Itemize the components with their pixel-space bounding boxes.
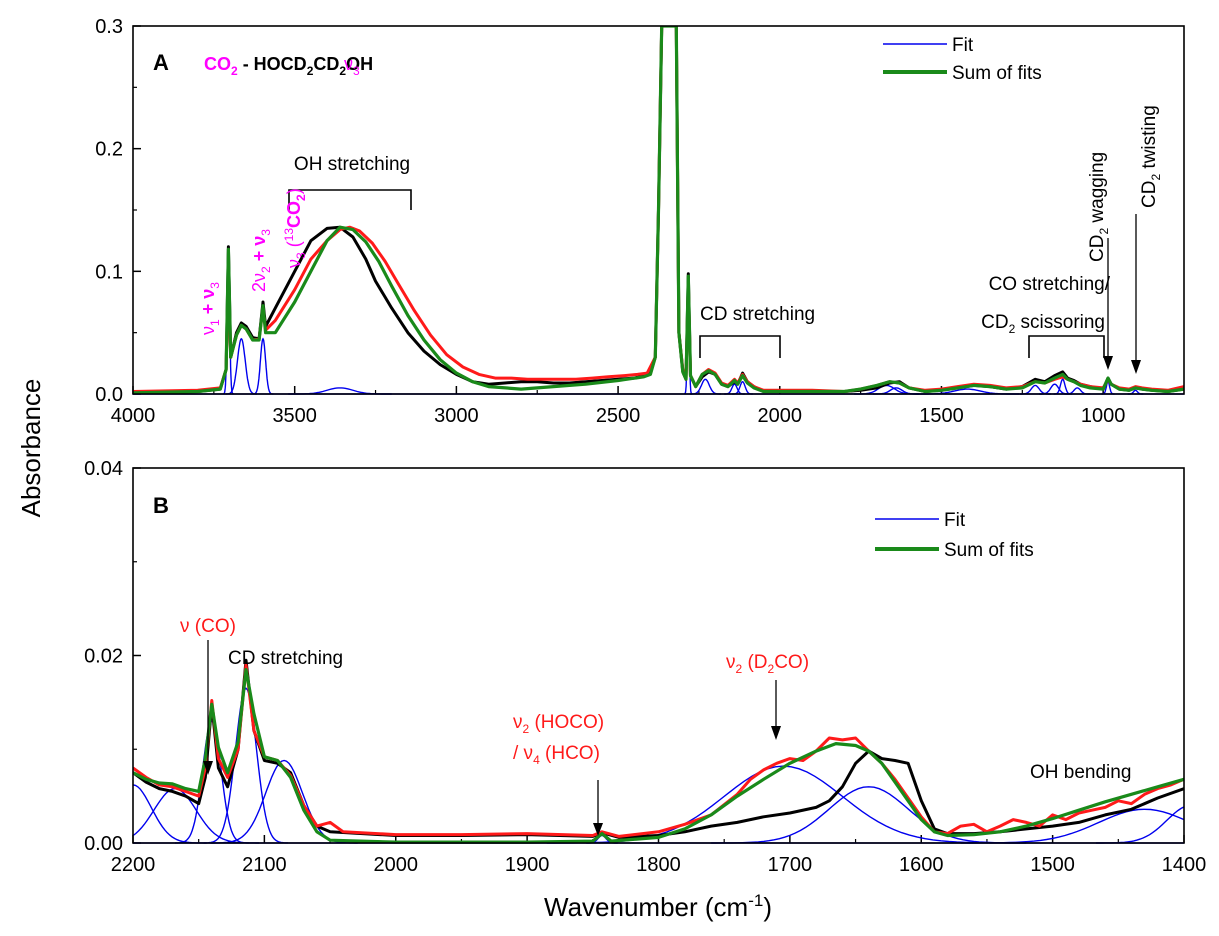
panel-a: 4000 3500 3000 2500 2000 1500 1000 0.0 0.1 0.2 0.3… [95, 16, 1185, 427]
x-tick-label: 1800 [636, 854, 681, 876]
x-tick-label: 3500 [272, 405, 317, 427]
x-tick-label: 1000 [1081, 405, 1126, 427]
x-tick-label: 1400 [1162, 854, 1207, 876]
x-tick-label: 1500 [919, 405, 964, 427]
fit-curve [133, 784, 207, 844]
label-v3-13co2: ν3 (13CO2) [282, 188, 308, 268]
label-v4-hco: / ν4 (HCO) [513, 743, 600, 767]
x-tick-label: 2000 [758, 405, 803, 427]
panel-b-frame [132, 467, 1185, 844]
title-cd-sub: 2 [339, 64, 346, 78]
series-line-red [133, 663, 1184, 838]
label-cd2-wagging: CD2 wagging [1087, 152, 1111, 262]
label-co-stretching: CO stretching/ [989, 274, 1111, 295]
x-tick-label: 1600 [899, 854, 944, 876]
label-cd-stretching-a: CD stretching [700, 304, 815, 325]
label-v-co: ν (CO) [180, 616, 236, 637]
panel-a-legend: Fit Sum of fits [883, 35, 1042, 84]
panel-a-axes: 4000 3500 3000 2500 2000 1500 1000 0.0 0.1 0.2 0.3 [95, 16, 1125, 427]
title-oh: OH [346, 54, 373, 74]
series-line-black [133, 658, 1184, 839]
y-tick-label: 0.02 [84, 646, 123, 668]
x-tick-label: 2500 [596, 405, 641, 427]
panel-b-axes: 2200 2100 2000 1900 1800 1700 1600 1500 1400 0.00… [84, 458, 1206, 876]
y-tick-label: 0.04 [84, 458, 123, 480]
panel-b-legend: Fit Sum of fits [875, 510, 1034, 561]
label-cd-stretching-b: CD stretching [228, 648, 343, 669]
arrowhead-twisting [1131, 360, 1141, 374]
title-hocd: - HOCD [238, 54, 307, 74]
legend-fit-label-b: Fit [944, 510, 966, 531]
label-v2-d2co: ν2 (D2CO) [726, 652, 809, 676]
label-2v2-v3: 2ν2 + ν3 [249, 229, 273, 292]
arrowhead-d2co [771, 726, 781, 740]
y-tick-label: 0.0 [95, 384, 123, 406]
label-oh-stretching: OH stretching [294, 154, 410, 175]
fit-curve [252, 337, 274, 395]
panel-a-title: CO2 - HOCD2CD2OH [204, 54, 373, 78]
x-tick-label: 1700 [768, 854, 813, 876]
bracket-cd-stretching-a [699, 335, 781, 358]
panel-a-letter: A [153, 50, 169, 75]
x-tick-label: 3000 [434, 405, 479, 427]
x-tick-label: 2200 [111, 854, 156, 876]
x-tick-label: 1900 [505, 854, 550, 876]
label-cd2-scissoring: CD2 scissoring [981, 312, 1105, 336]
arrowhead-hoco [593, 823, 603, 836]
label-v1-v3: ν1 + ν3 [198, 282, 222, 335]
panel-a-series [133, 26, 1184, 395]
series-line-sum [133, 26, 1184, 395]
series-line-sum [133, 667, 1184, 844]
panel-b-letter: B [153, 493, 169, 518]
series-line-black [133, 26, 1184, 395]
y-tick-label: 0.2 [95, 139, 123, 161]
title-cd: CD [313, 54, 339, 74]
label-oh-bending: OH bending [1030, 762, 1131, 783]
fit-curve [960, 808, 1184, 844]
fit-curve [288, 387, 392, 395]
title-hocd-sub: 2 [307, 64, 314, 78]
fit-curve [1096, 806, 1184, 844]
y-tick-label: 0.3 [95, 16, 123, 38]
y-axis-label: Absorbance [16, 379, 46, 518]
legend-sum-label: Sum of fits [952, 63, 1042, 84]
panel-b-series [133, 658, 1184, 844]
fit-curve [225, 337, 257, 395]
label-v2-hoco: ν2 (HOCO) [513, 712, 604, 736]
fit-curve [711, 786, 1027, 844]
title-co2: CO [204, 54, 231, 74]
x-axis-label: Wavenumber (cm-1) [544, 891, 772, 922]
x-tick-label: 4000 [111, 405, 156, 427]
arrowhead-wagging [1103, 356, 1113, 370]
label-v3: ν3 [344, 54, 360, 78]
title-co2-sub: 2 [231, 64, 238, 78]
label-cd2-twisting: CD2 twisting [1139, 105, 1163, 208]
x-tick-label: 2100 [242, 854, 287, 876]
panel-b: 2200 2100 2000 1900 1800 1700 1600 1500 1400 0.00… [84, 458, 1206, 876]
x-tick-label: 1500 [1030, 854, 1075, 876]
y-tick-label: 0.1 [95, 261, 123, 283]
bracket-co-stretching [1028, 335, 1105, 358]
panel-a-frame [132, 25, 1185, 395]
x-tick-label: 2000 [374, 854, 419, 876]
y-tick-label: 0.00 [84, 833, 123, 855]
fit-curve [203, 687, 288, 844]
legend-fit-label: Fit [952, 35, 974, 56]
bracket-oh-stretching [288, 189, 412, 210]
arrowhead-v-co [203, 761, 213, 775]
legend-sum-label-b: Sum of fits [944, 540, 1034, 561]
